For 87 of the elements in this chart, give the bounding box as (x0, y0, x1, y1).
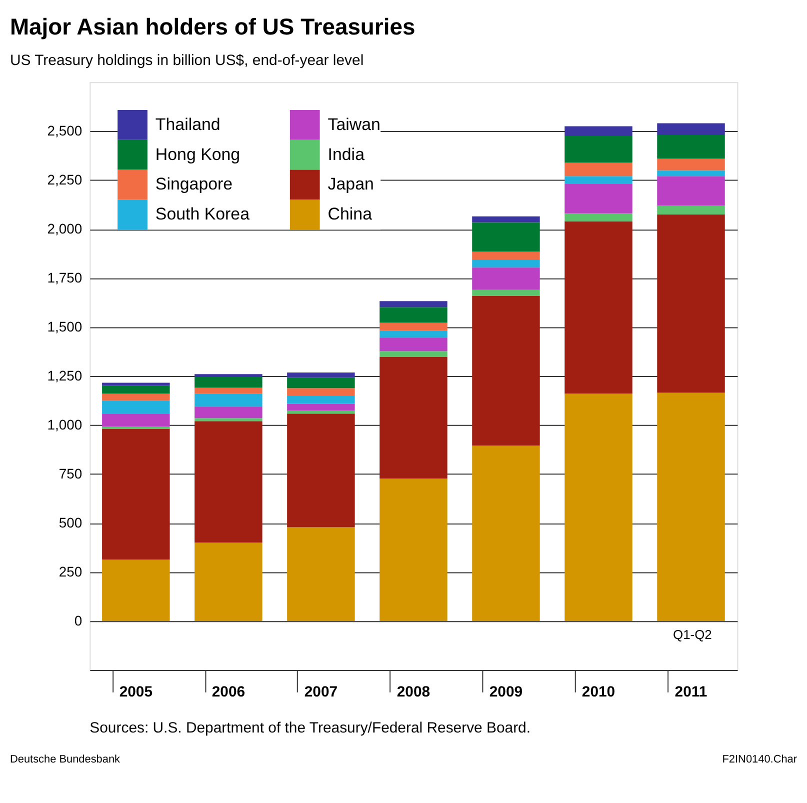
bar (194, 542, 262, 621)
bar (564, 394, 632, 621)
bar (194, 374, 262, 378)
bar (472, 267, 540, 290)
bar (287, 396, 355, 404)
source-note: Sources: U.S. Department of the Treasury/Federal Reserve Board. (90, 720, 531, 737)
bar (564, 136, 632, 162)
bar (287, 372, 355, 378)
bar (287, 414, 355, 528)
y-tick-label: 2,500 (47, 122, 82, 139)
bar (657, 158, 725, 170)
chart-title: Major Asian holders of US Treasuries (10, 13, 416, 40)
bar (194, 421, 262, 543)
annotation: Q1-Q2 (673, 626, 712, 642)
legend-label: Thailand (155, 114, 220, 134)
y-tick-label: 1,750 (47, 270, 82, 286)
y-tick-label: 1,500 (47, 318, 82, 335)
bar (380, 357, 448, 479)
legend-label: South Korea (155, 204, 250, 224)
bar (472, 259, 540, 268)
legend-label: India (328, 144, 366, 164)
bar (472, 290, 540, 296)
text: Deutsche Bundesbank (10, 754, 121, 766)
bar (287, 388, 355, 396)
bar (657, 392, 725, 621)
bar (102, 382, 170, 386)
bar (472, 216, 540, 222)
legend-label: Singapore (155, 174, 233, 194)
bar (472, 296, 540, 446)
bar (194, 394, 262, 406)
bar (102, 386, 170, 394)
y-tick-label: 1,000 (47, 416, 82, 433)
bar (194, 406, 262, 418)
bar (194, 418, 262, 422)
bar (472, 446, 540, 621)
chart-subtitle: US Treasury holdings in billion US$, end-of-year level (10, 52, 364, 70)
bar (102, 560, 170, 621)
bar (472, 222, 540, 252)
y-tick-label: 2,250 (47, 172, 82, 188)
x-tick-label: 2006 (212, 683, 246, 700)
bar (102, 414, 170, 427)
bar (102, 428, 170, 560)
bar (472, 252, 540, 260)
y-tick-label: 250 (58, 563, 82, 580)
y-tick-label: 0 (74, 612, 82, 628)
y-tick-label: 2,000 (47, 220, 82, 237)
legend-label: China (328, 204, 373, 224)
text: F2IN0140.Char (722, 754, 798, 766)
y-tick-label: 1,250 (47, 368, 82, 384)
bar (287, 410, 355, 414)
x-tick-label: 2007 (304, 683, 338, 700)
bar (657, 170, 725, 176)
bar (102, 393, 170, 400)
bar (380, 337, 448, 352)
x-tick-label: 2011 (674, 683, 708, 700)
x-tick-label: 2010 (582, 683, 616, 700)
bar (657, 206, 725, 214)
bar (564, 184, 632, 214)
bar (380, 307, 448, 323)
bar (194, 388, 262, 394)
legend-label: Hong Kong (155, 144, 240, 164)
bar (564, 176, 632, 184)
bar (287, 404, 355, 411)
bar (287, 527, 355, 621)
bar (657, 135, 725, 159)
bar (380, 322, 448, 331)
bar (564, 221, 632, 394)
bar (657, 123, 725, 136)
x-tick-label: 2009 (489, 683, 523, 700)
bar (657, 214, 725, 393)
y-tick-label: 750 (58, 465, 82, 482)
bar (564, 213, 632, 222)
y-tick-label: 500 (58, 514, 82, 530)
bar (657, 176, 725, 206)
legend-label: Japan (328, 174, 374, 194)
x-tick-label: 2005 (119, 683, 153, 700)
legend-label: Taiwan (328, 114, 380, 134)
bar (380, 351, 448, 358)
bar (380, 301, 448, 308)
bar (380, 330, 448, 338)
bar (380, 478, 448, 621)
bar (564, 162, 632, 176)
bar (194, 377, 262, 388)
bar (102, 400, 170, 414)
bar (564, 126, 632, 136)
x-tick-label: 2008 (396, 683, 430, 700)
bar (287, 377, 355, 388)
